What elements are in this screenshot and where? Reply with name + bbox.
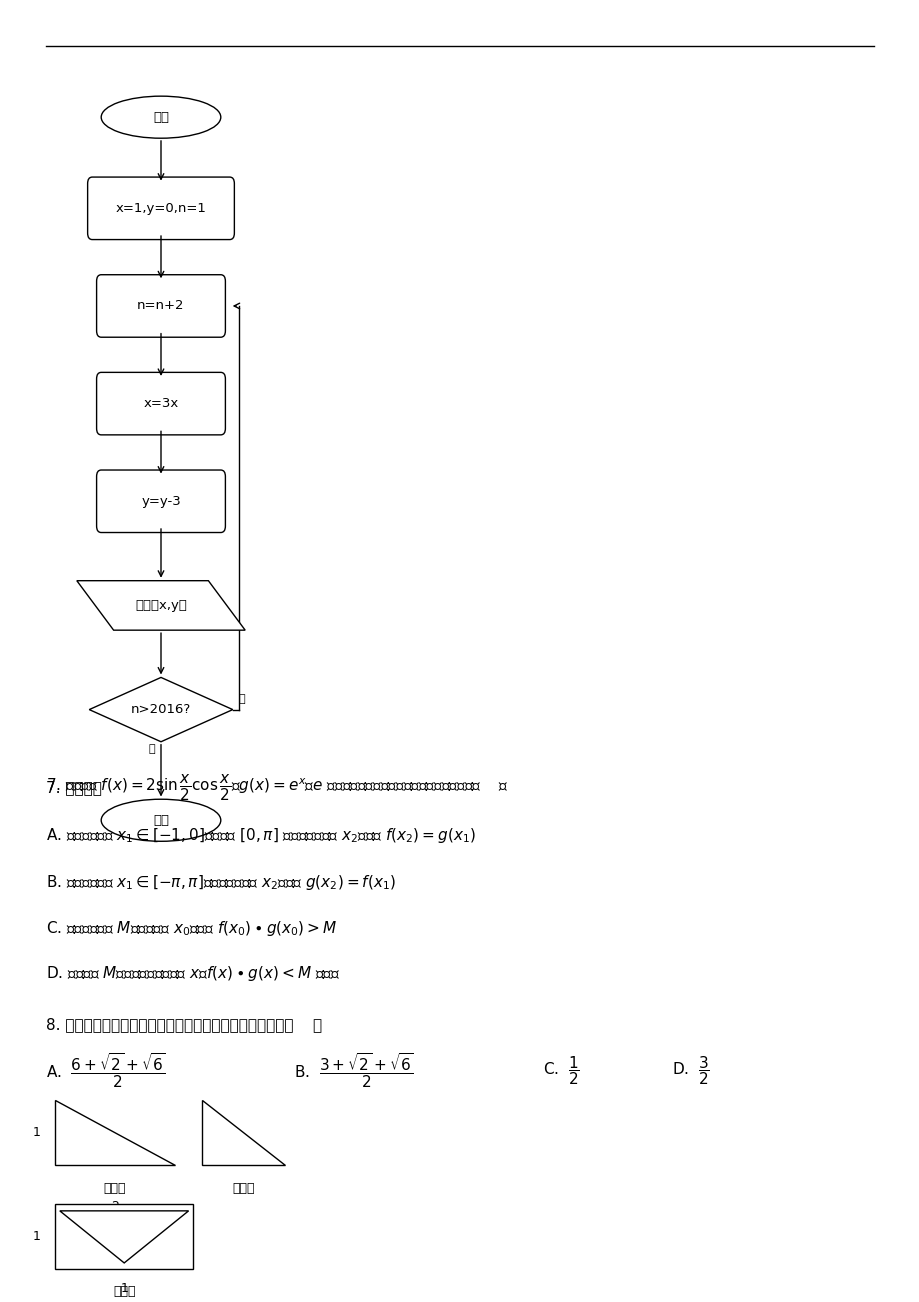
Polygon shape [202, 1100, 285, 1165]
Text: n=n+2: n=n+2 [137, 299, 185, 312]
Text: 否: 否 [239, 694, 245, 704]
Polygon shape [55, 1100, 175, 1165]
Text: n>2016?: n>2016? [130, 703, 191, 716]
Bar [55, 1204, 193, 1269]
Text: 8. 一个几何体的三视图如图所示，则该几何体的表面积为（    ）: 8. 一个几何体的三视图如图所示，则该几何体的表面积为（ ） [46, 1017, 322, 1032]
FancyBboxPatch shape [96, 470, 225, 533]
Text: D. 存在正数 $M$，使得对于任意实数 $x$，$f(x)\bullet g(x)<M$ 恒成立: D. 存在正数 $M$，使得对于任意实数 $x$，$f(x)\bullet g(… [46, 965, 340, 983]
Text: A. 对于任意实数 $x_1\in[-1,0]$，在区间 $[0,\pi]$ 上存在唯一实数 $x_2$，使得 $f(x_2)=g(x_1)$: A. 对于任意实数 $x_1\in[-1,0]$，在区间 $[0,\pi]$ 上… [46, 827, 475, 845]
Text: 1: 1 [33, 1230, 40, 1243]
Polygon shape [60, 1211, 188, 1263]
Ellipse shape [101, 96, 221, 138]
Text: B. 对于任意实数 $x_1\in[-\pi,\pi]$，存在唯一实数 $x_2$，使得 $g(x_2)=f(x_1)$: B. 对于任意实数 $x_1\in[-\pi,\pi]$，存在唯一实数 $x_2… [46, 874, 395, 892]
Text: 开始: 开始 [153, 111, 169, 124]
Text: 7. 已知函数: 7. 已知函数 [46, 780, 107, 796]
FancyBboxPatch shape [96, 372, 225, 435]
FancyBboxPatch shape [96, 275, 225, 337]
Text: 结束: 结束 [153, 814, 169, 827]
Text: 是: 是 [148, 745, 155, 754]
Text: x=3x: x=3x [143, 397, 178, 410]
Text: x=1,y=0,n=1: x=1,y=0,n=1 [116, 202, 206, 215]
Text: 1: 1 [120, 1282, 128, 1295]
Text: 俯视图: 俯视图 [113, 1285, 135, 1298]
Text: D.  $\dfrac{3}{2}$: D. $\dfrac{3}{2}$ [671, 1053, 709, 1087]
Text: y=y-3: y=y-3 [141, 495, 181, 508]
Text: 2: 2 [111, 1200, 119, 1213]
Polygon shape [76, 581, 244, 630]
Text: 侧视图: 侧视图 [233, 1182, 255, 1195]
Text: A.  $\dfrac{6+\sqrt{2}+\sqrt{6}}{2}$: A. $\dfrac{6+\sqrt{2}+\sqrt{6}}{2}$ [46, 1051, 165, 1090]
Text: 正视图: 正视图 [104, 1182, 126, 1195]
Ellipse shape [101, 799, 221, 841]
Text: C.  $\dfrac{1}{2}$: C. $\dfrac{1}{2}$ [542, 1053, 579, 1087]
Text: 1: 1 [33, 1126, 40, 1139]
Polygon shape [89, 677, 233, 742]
FancyBboxPatch shape [87, 177, 234, 240]
Text: C. 对于任意正数 $M$，存在实数 $x_0$，使得 $f(x_0)\bullet g(x_0)>M$: C. 对于任意正数 $M$，存在实数 $x_0$，使得 $f(x_0)\bull… [46, 919, 337, 937]
Text: B.  $\dfrac{3+\sqrt{2}+\sqrt{6}}{2}$: B. $\dfrac{3+\sqrt{2}+\sqrt{6}}{2}$ [294, 1051, 414, 1090]
Text: 输出（x,y）: 输出（x,y） [135, 599, 187, 612]
Text: 7. 已知函数 $f(x)=2\sin\dfrac{x}{2}\cos\dfrac{x}{2}$，$g(x)=e^x$（$e$ 为自然对数的底数），则下列判断正: 7. 已知函数 $f(x)=2\sin\dfrac{x}{2}\cos\dfra… [46, 773, 508, 802]
